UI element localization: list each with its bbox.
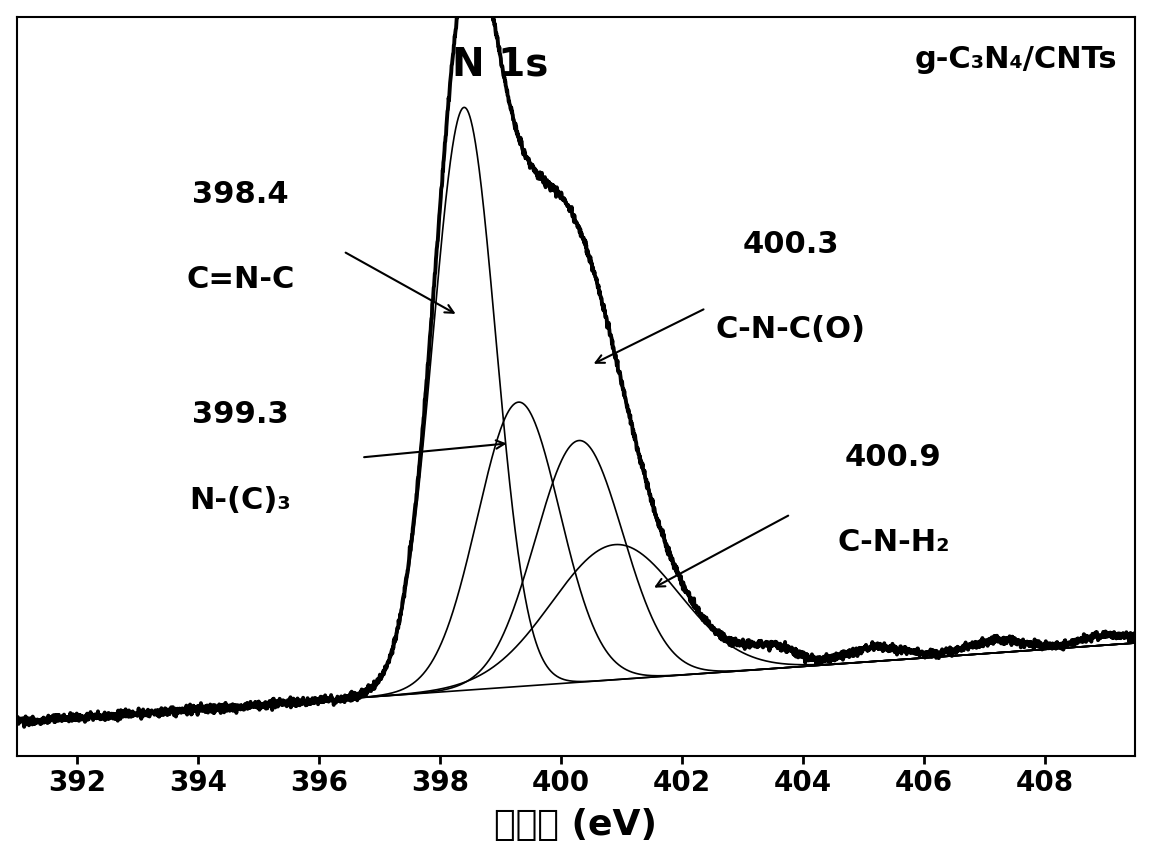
Text: C-N-C(O): C-N-C(O) xyxy=(715,315,865,344)
Text: N 1s: N 1s xyxy=(453,46,548,83)
Text: 400.3: 400.3 xyxy=(742,229,839,259)
Text: 400.9: 400.9 xyxy=(846,443,942,472)
Text: 399.3: 399.3 xyxy=(192,400,289,430)
X-axis label: 结合能 (eV): 结合能 (eV) xyxy=(494,808,658,843)
Text: 398.4: 398.4 xyxy=(192,180,289,209)
Text: C=N-C: C=N-C xyxy=(187,265,295,295)
Text: C-N-H₂: C-N-H₂ xyxy=(838,528,949,557)
Text: N-(C)₃: N-(C)₃ xyxy=(190,485,291,515)
Text: g-C₃N₄/CNTs: g-C₃N₄/CNTs xyxy=(915,46,1117,74)
